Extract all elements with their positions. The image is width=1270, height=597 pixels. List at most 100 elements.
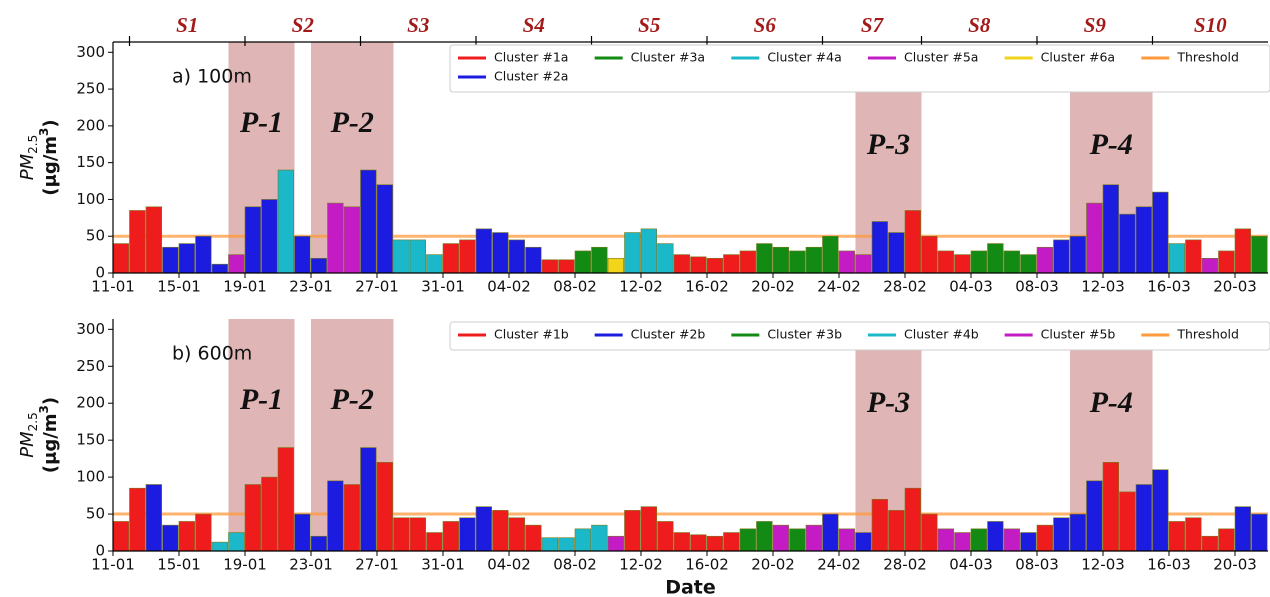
legend-label: Threshold <box>1176 327 1239 342</box>
bar <box>558 259 575 274</box>
bar <box>624 510 641 552</box>
bar <box>211 263 228 274</box>
bar <box>954 532 971 552</box>
bar <box>904 210 921 274</box>
bar <box>508 239 525 274</box>
bar <box>360 169 377 274</box>
legend-label: Threshold <box>1176 50 1239 65</box>
y-label-main: PM <box>17 153 38 180</box>
legend-label: Cluster #2b <box>631 327 706 342</box>
legend-label: Cluster #1b <box>494 327 569 342</box>
bar <box>228 254 245 274</box>
x-tick-label: 28-02 <box>883 556 927 574</box>
bar <box>987 521 1004 552</box>
segment-label: S5 <box>638 13 660 37</box>
segment-label: S10 <box>1194 13 1227 37</box>
y-tick-label: 0 <box>95 264 105 282</box>
y-tick-label: 250 <box>76 80 105 98</box>
bar <box>195 235 212 274</box>
bar <box>805 246 822 274</box>
bar <box>145 206 162 274</box>
x-tick-label: 31-01 <box>421 556 465 574</box>
bar <box>343 484 360 552</box>
bar <box>1201 535 1218 552</box>
bar <box>1218 250 1235 274</box>
bar <box>492 232 509 274</box>
x-tick-label: 12-03 <box>1081 556 1125 574</box>
bar <box>1119 213 1136 274</box>
bar <box>805 524 822 552</box>
x-tick-label: 08-02 <box>553 278 597 296</box>
y-tick-label: 100 <box>76 190 105 208</box>
x-tick-label: 12-03 <box>1081 278 1125 296</box>
bar <box>244 206 261 274</box>
x-tick-label: 15-01 <box>157 556 201 574</box>
bar <box>525 524 542 552</box>
y-tick-label: 50 <box>86 505 105 523</box>
x-tick-label: 20-03 <box>1213 278 1257 296</box>
bar <box>409 517 426 552</box>
x-tick-label: 08-02 <box>553 556 597 574</box>
bar <box>525 246 542 274</box>
bar <box>1234 228 1251 274</box>
y-label-close: ) <box>40 397 61 405</box>
bar <box>1251 513 1268 552</box>
bar <box>310 535 327 552</box>
bar <box>1086 480 1103 552</box>
y-axis-label: PM2.5(μg/m3) <box>17 119 61 195</box>
bar <box>1251 235 1268 274</box>
bar <box>492 510 509 552</box>
period-label: P-4 <box>1089 386 1133 419</box>
legend-label: Cluster #3a <box>631 50 705 65</box>
bar <box>442 243 459 274</box>
bar <box>1036 246 1053 274</box>
bar <box>937 528 954 552</box>
period-label: P-1 <box>239 106 283 139</box>
segment-label: S8 <box>968 13 991 37</box>
bar <box>756 243 773 274</box>
bar <box>475 506 492 552</box>
bar <box>376 184 393 274</box>
bar <box>574 528 591 552</box>
bar <box>1218 528 1235 552</box>
legend-box <box>449 44 1270 93</box>
x-tick-label: 27-01 <box>355 278 399 296</box>
bar <box>838 250 855 274</box>
bar <box>327 202 344 274</box>
y-label-sub: 2.5 <box>26 135 40 154</box>
x-tick-label: 04-02 <box>487 556 531 574</box>
x-tick-label: 28-02 <box>883 278 927 296</box>
x-tick-label: 12-02 <box>619 556 663 574</box>
bar <box>607 257 624 274</box>
bar <box>954 254 971 274</box>
bar <box>1069 235 1086 274</box>
bar <box>855 254 872 274</box>
period-label: P-4 <box>1089 128 1133 161</box>
x-tick-label: 15-01 <box>157 278 201 296</box>
bar <box>690 534 707 552</box>
y-label-main: PM <box>17 431 38 458</box>
period-label: P-2 <box>330 106 374 139</box>
bar <box>739 250 756 274</box>
legend-label: Cluster #5b <box>1041 327 1116 342</box>
x-tick-label: 16-02 <box>685 278 729 296</box>
bar <box>310 257 327 274</box>
bar <box>1020 532 1037 552</box>
panel-title: b) 600m <box>172 343 252 365</box>
bar <box>195 513 212 552</box>
bar <box>1020 254 1037 274</box>
bar <box>1036 524 1053 552</box>
x-tick-label: 08-03 <box>1015 556 1059 574</box>
bar <box>1185 239 1202 274</box>
bar <box>1053 517 1070 552</box>
bar <box>723 254 740 274</box>
bar <box>459 517 476 552</box>
bar <box>475 228 492 274</box>
legend-label: Cluster #2a <box>494 69 568 84</box>
bar <box>888 510 905 552</box>
segment-label: S7 <box>861 13 885 37</box>
bar <box>426 254 443 274</box>
y-label-unit: (μg/m <box>40 136 61 196</box>
bar <box>294 513 311 552</box>
bar <box>1168 521 1185 552</box>
